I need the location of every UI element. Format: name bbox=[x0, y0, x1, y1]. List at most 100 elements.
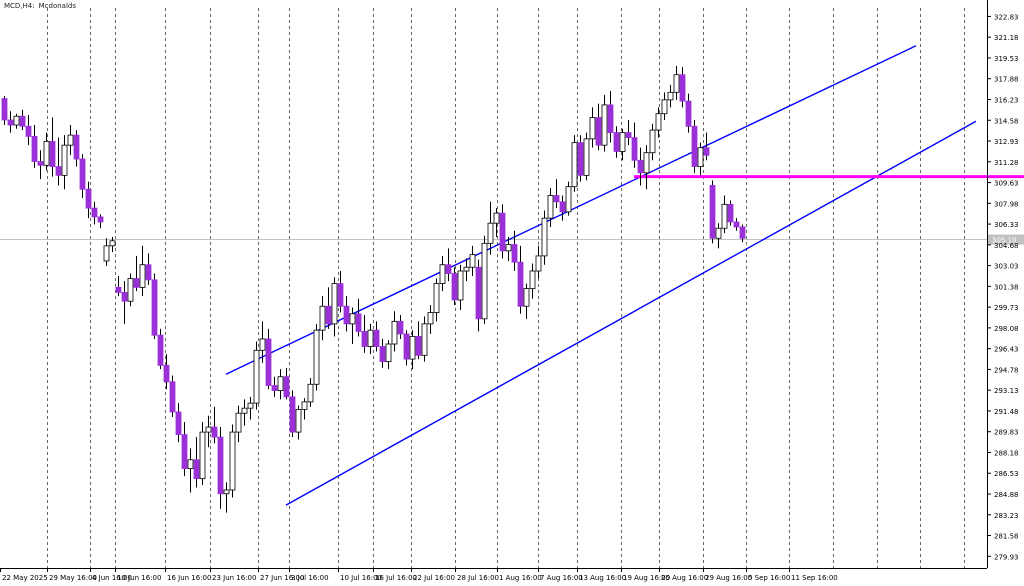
y-tick-label: 286.53 bbox=[994, 470, 1019, 478]
bull-candle bbox=[235, 412, 242, 433]
bull-candle bbox=[523, 288, 530, 307]
bull-candle bbox=[661, 99, 668, 115]
bull-candle bbox=[673, 74, 680, 93]
bear-candle bbox=[703, 147, 710, 156]
bear-candle bbox=[361, 331, 368, 347]
bear-candle bbox=[355, 313, 362, 332]
y-tick-label: 296.43 bbox=[994, 346, 1019, 354]
bull-candle bbox=[481, 242, 488, 320]
bull-candle bbox=[721, 203, 728, 229]
bull-candle bbox=[109, 240, 116, 247]
bull-candle bbox=[295, 409, 302, 433]
bear-candle bbox=[733, 221, 740, 228]
bull-candle bbox=[565, 186, 572, 213]
bear-candle bbox=[7, 119, 14, 126]
bull-candle bbox=[259, 338, 266, 351]
bull-candle bbox=[409, 336, 416, 360]
bull-candle bbox=[277, 376, 284, 391]
bear-candle bbox=[373, 329, 380, 347]
x-tick-label: 27 Jun 16:00 bbox=[260, 574, 304, 582]
bear-candle bbox=[25, 125, 32, 137]
bear-candle bbox=[607, 104, 614, 133]
bear-candle bbox=[175, 411, 182, 436]
y-tick-label: 322.83 bbox=[994, 13, 1019, 21]
bull-candle bbox=[301, 401, 308, 410]
bull-candle bbox=[433, 283, 440, 313]
x-tick-label: 19 Aug 16:00 bbox=[623, 574, 670, 582]
bear-candle bbox=[91, 207, 98, 218]
bull-candle bbox=[349, 313, 356, 325]
bear-candle bbox=[397, 320, 404, 335]
bear-candle bbox=[211, 426, 218, 438]
instrument-name: Mcdonalds bbox=[38, 2, 77, 10]
y-tick-label: 304.68 bbox=[994, 242, 1019, 250]
bear-candle bbox=[19, 115, 26, 127]
x-tick-label: 10 Jul 16:00 bbox=[340, 574, 382, 582]
bull-candle bbox=[127, 278, 134, 302]
bull-candle bbox=[439, 264, 446, 284]
bull-candle bbox=[253, 349, 260, 404]
bull-candle bbox=[715, 227, 722, 239]
bull-candle bbox=[247, 402, 254, 409]
bear-candle bbox=[217, 436, 224, 495]
bear-candle bbox=[181, 434, 188, 469]
x-tick-label: 23 Jun 16:00 bbox=[212, 574, 256, 582]
bear-candle bbox=[121, 292, 128, 302]
bull-candle bbox=[619, 132, 626, 152]
channel-trendline bbox=[285, 120, 977, 506]
bear-candle bbox=[49, 140, 56, 167]
x-tick-label: 28 Jul 16:00 bbox=[457, 574, 499, 582]
x-tick-label: 22 May 2025 bbox=[2, 574, 48, 582]
y-tick-label: 316.23 bbox=[994, 96, 1019, 104]
y-tick-label: 294.78 bbox=[994, 366, 1019, 374]
x-tick-label: 5 Sep 16:00 bbox=[748, 574, 790, 582]
bull-candle bbox=[13, 115, 20, 126]
bear-candle bbox=[133, 278, 140, 288]
y-tick-label: 312.93 bbox=[994, 138, 1019, 146]
bear-candle bbox=[193, 459, 200, 480]
bull-candle bbox=[241, 407, 248, 414]
bear-candle bbox=[553, 195, 560, 203]
x-tick-label: 3 Jul 16:00 bbox=[291, 574, 329, 582]
bull-candle bbox=[493, 212, 500, 224]
bear-candle bbox=[625, 132, 632, 139]
bear-candle bbox=[271, 385, 278, 391]
x-tick-label: 16 Jun 16:00 bbox=[167, 574, 211, 582]
grid-layer bbox=[47, 8, 965, 568]
y-tick-label: 284.88 bbox=[994, 491, 1019, 499]
bull-candle bbox=[589, 117, 596, 140]
y-tick-label: 281.58 bbox=[994, 533, 1019, 541]
bear-candle bbox=[325, 305, 332, 325]
bear-candle bbox=[79, 158, 86, 190]
bear-candle bbox=[169, 381, 176, 413]
bull-candle bbox=[649, 129, 656, 154]
annotation-layer bbox=[225, 45, 1024, 506]
y-tick-label: 314.58 bbox=[994, 117, 1019, 125]
y-tick-label: 293.13 bbox=[994, 387, 1019, 395]
bull-candle bbox=[697, 147, 704, 167]
bear-candle bbox=[97, 216, 104, 223]
bear-candle bbox=[151, 279, 158, 336]
bear-candle bbox=[511, 244, 518, 263]
bear-candle bbox=[577, 142, 584, 176]
bull-candle bbox=[199, 431, 206, 480]
bull-candle bbox=[205, 426, 212, 433]
bull-candle bbox=[655, 113, 662, 131]
bear-candle bbox=[739, 226, 746, 239]
bear-candle bbox=[157, 334, 164, 366]
x-tick-label: 10 Jun 16:00 bbox=[117, 574, 161, 582]
bull-candle bbox=[529, 270, 536, 290]
y-tick-label: 283.23 bbox=[994, 512, 1019, 520]
bear-candle bbox=[145, 264, 152, 281]
y-tick-label: 301.38 bbox=[994, 283, 1019, 291]
x-tick-label: 22 Jul 16:00 bbox=[413, 574, 455, 582]
bull-candle bbox=[427, 312, 434, 325]
bear-candle bbox=[1, 98, 8, 121]
bull-candle bbox=[469, 254, 476, 268]
current-price-label: 305.10 bbox=[992, 237, 1017, 245]
bull-candle bbox=[331, 283, 338, 325]
bull-candle bbox=[667, 91, 674, 101]
